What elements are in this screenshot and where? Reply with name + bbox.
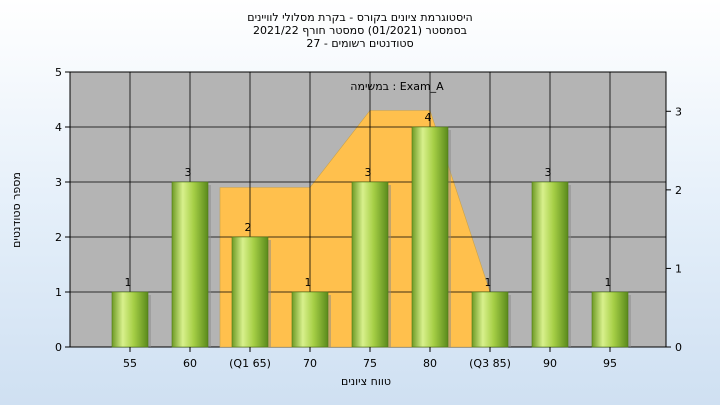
y2-tick-label-2: 2 — [675, 184, 682, 197]
title-line-2: בסמסטר (01/2021) סמסטר חורף 2021/22 — [253, 24, 467, 37]
data-label-7: 1 — [485, 276, 492, 289]
x-tick-label-3: (Q1 65) — [229, 357, 271, 370]
data-label-2: 3 — [185, 166, 192, 179]
x-tick-label-8: 90 — [543, 357, 557, 370]
y2-tick-label-3: 3 — [675, 105, 682, 118]
data-label-8: 3 — [545, 166, 552, 179]
y2-tick-label-1: 1 — [675, 262, 682, 275]
data-label-4: 1 — [305, 276, 312, 289]
y-tick-label-4: 4 — [55, 121, 62, 134]
data-label-1: 1 — [125, 276, 132, 289]
x-axis-label: טווח ציונים — [341, 375, 391, 388]
chart-title: היסטוגרמת ציונים בקורס - בקרת מסלולי לוו… — [247, 11, 472, 50]
title-line-1: היסטוגרמת ציונים בקורס - בקרת מסלולי לוו… — [247, 11, 472, 24]
x-tick-label-4: 70 — [303, 357, 317, 370]
x-tick-label-7: (Q3 85) — [469, 357, 511, 370]
data-label-5: 3 — [365, 166, 372, 179]
x-tick-label-6: 80 — [423, 357, 437, 370]
plot-area: 1 3 2 1 3 4 1 3 1 במשימה : Exam_A 0 1 2 3 4 5 0 1 2 3 55 60 (Q… — [55, 66, 682, 370]
annotation-label: במשימה : Exam_A — [350, 80, 444, 93]
x-tick-label-9: 95 — [603, 357, 617, 370]
bar-5 — [351, 181, 389, 348]
y-tick-label-2: 2 — [55, 231, 62, 244]
title-line-3: סטודנטים רשומים - 27 — [306, 37, 413, 50]
y2-tick-label-0: 0 — [675, 341, 682, 354]
bar-8 — [531, 181, 569, 348]
y-tick-label-3: 3 — [55, 176, 62, 189]
bar-7 — [471, 291, 509, 348]
y-tick-label-1: 1 — [55, 286, 62, 299]
bar-6 — [411, 126, 449, 348]
y-tick-label-5: 5 — [55, 66, 62, 79]
x-tick-label-1: 55 — [123, 357, 137, 370]
x-tick-label-5: 75 — [363, 357, 377, 370]
bar-2 — [171, 181, 209, 348]
data-label-3: 2 — [245, 221, 252, 234]
x-tick-label-2: 60 — [183, 357, 197, 370]
y-axis-label: מספר סטודנטים — [10, 172, 23, 248]
bar-3 — [231, 236, 269, 348]
bar-1 — [111, 291, 149, 348]
bar-9 — [591, 291, 629, 348]
y-tick-label-0: 0 — [55, 341, 62, 354]
data-label-9: 1 — [605, 276, 612, 289]
data-label-6: 4 — [425, 111, 432, 124]
bar-4 — [291, 291, 329, 348]
